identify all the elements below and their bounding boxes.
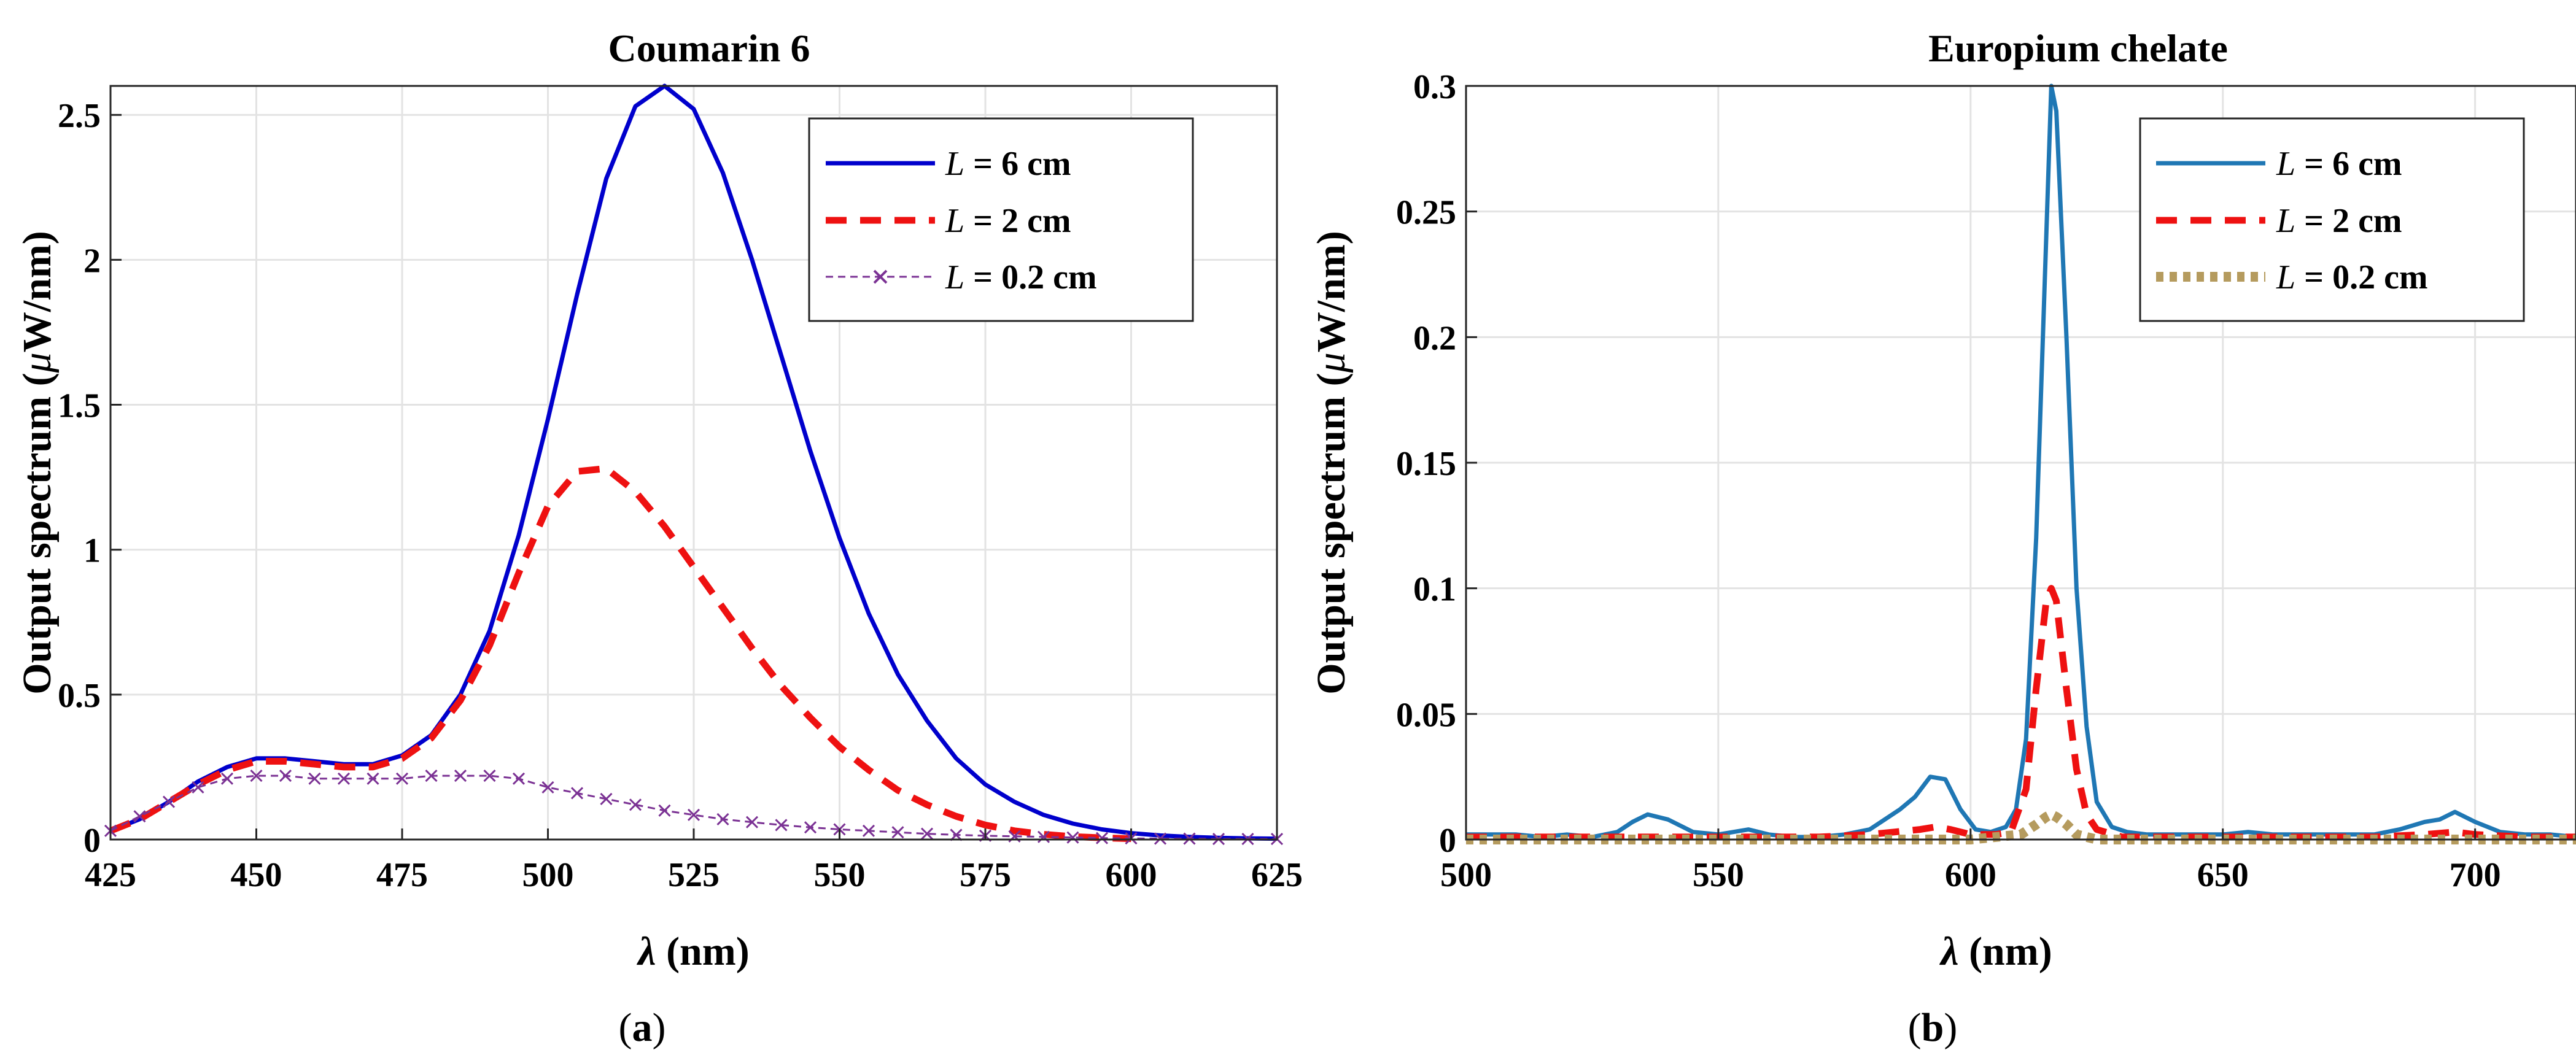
series-marker-x	[1037, 830, 1050, 843]
chart-a-title: Coumarin 6	[608, 26, 810, 70]
chart-a-y-label-mu: μ	[15, 352, 60, 373]
chart-b-y-axis-label: Output spectrum (μW/nm)	[1309, 231, 1354, 694]
y-tick-label: 0.25	[1396, 194, 1456, 232]
series-marker-x	[775, 819, 788, 832]
series-marker-x	[804, 821, 817, 834]
chart-a-legend-label-02cm: L = 0.2 cm	[945, 258, 1097, 296]
chart-b-legend-label-02cm: L = 0.2 cm	[2276, 258, 2428, 296]
x-tick-label: 650	[2197, 856, 2249, 894]
x-tick-label: 500	[1440, 856, 1492, 894]
series-marker-x	[250, 770, 263, 782]
x-tick-label: 700	[2450, 856, 2501, 894]
chart-b-caption: (b)	[1908, 1005, 1958, 1050]
series-marker-x	[687, 808, 700, 821]
series-marker-x	[891, 826, 904, 839]
x-tick-label: 500	[522, 856, 574, 894]
chart-a-x-ticks: 425 450 475 500 525 550 575 600 625	[85, 828, 1303, 894]
series-line-2	[1466, 585, 2576, 841]
chart-b-title: Europium chelate	[1928, 26, 2228, 70]
series-marker-x	[367, 772, 379, 785]
x-tick-label: 475	[376, 856, 428, 894]
y-tick-label: 1.5	[58, 387, 101, 425]
chart-b-x-unit: (nm)	[1959, 929, 2052, 974]
chart-a-series	[104, 83, 1284, 846]
chart-a: Coumarin 6 425 450 475 500 525 550 575 600 625 0…	[15, 26, 1303, 1050]
series-marker-x	[133, 810, 146, 823]
chart-b-legend: L = 6 cm L = 2 cm L = 0.2 cm	[2139, 117, 2525, 322]
series-marker-x	[395, 772, 409, 785]
series-marker-x	[337, 772, 351, 785]
series-marker-x	[512, 772, 526, 785]
chart-a-legend: L = 6 cm L = 2 cm L = 0.2 cm	[808, 117, 1194, 322]
chart-b-legend-label-2cm: L = 2 cm	[2276, 202, 2402, 240]
chart-a-y-label-end: W/nm)	[15, 231, 60, 352]
series-marker-x	[483, 770, 496, 782]
x-tick-label: 525	[668, 856, 720, 894]
y-tick-label: 0	[83, 822, 101, 860]
x-tick-label: 550	[814, 856, 866, 894]
chart-a-legend-marker-02cm	[873, 269, 888, 284]
chart-b-y-label-mu: μ	[1309, 352, 1354, 373]
series-line-2	[109, 465, 1131, 843]
chart-a-legend-label-2cm: L = 2 cm	[945, 202, 1071, 240]
chart-a-y-label-start: Output spectrum (	[15, 373, 60, 694]
chart-b-x-axis-label: λ (nm)	[1939, 929, 2052, 974]
series-marker-x	[541, 781, 554, 794]
y-tick-label: 0.1	[1413, 571, 1456, 609]
series-marker-x	[220, 772, 234, 785]
x-tick-label: 600	[1106, 856, 1157, 894]
series-marker-x	[1066, 831, 1079, 844]
series-marker-x	[192, 781, 204, 794]
series-marker-x	[950, 828, 963, 841]
series-marker-x	[920, 827, 934, 840]
series-marker-x	[862, 824, 875, 837]
y-tick-label: 0.05	[1396, 696, 1456, 734]
x-tick-label: 450	[231, 856, 282, 894]
y-tick-label: 0.5	[58, 677, 101, 715]
series-marker-x	[162, 795, 176, 808]
series-line-1	[1466, 83, 2576, 840]
y-tick-label: 0.3	[1413, 68, 1456, 106]
series-marker-x	[629, 798, 642, 811]
chart-a-x-axis-label: λ (nm)	[636, 929, 749, 974]
x-tick-label: 575	[960, 856, 1011, 894]
y-tick-label: 1	[83, 532, 101, 570]
y-tick-label: 0.2	[1413, 319, 1456, 357]
series-marker-x	[425, 770, 438, 782]
series-line-3	[110, 774, 1277, 840]
chart-a-legend-label-6cm: L = 6 cm	[945, 145, 1071, 183]
x-tick-label: 600	[1945, 856, 1996, 894]
y-tick-label: 0.15	[1396, 445, 1456, 483]
y-tick-label: 2	[83, 242, 101, 280]
chart-b-x-symbol: λ	[1939, 929, 1958, 974]
chart-b-y-label-end: W/nm)	[1309, 231, 1354, 352]
series-marker-x	[570, 787, 584, 800]
chart-a-caption: (a)	[619, 1005, 666, 1050]
series-marker-x	[658, 804, 671, 817]
series-marker-x	[1095, 832, 1109, 844]
chart-a-x-symbol: λ	[636, 929, 656, 974]
chart-a-y-axis-label: Output spectrum (μW/nm)	[15, 231, 60, 694]
x-tick-label: 550	[1693, 856, 1744, 894]
chart-b-y-label-start: Output spectrum (	[1309, 373, 1354, 694]
chart-b-legend-box	[2139, 117, 2525, 322]
x-tick-label: 625	[1251, 856, 1303, 894]
series-marker-x	[745, 816, 759, 828]
chart-b: Europium chelate 500 550 600 650 700 0 0.05 0.…	[1309, 26, 2576, 1050]
series-marker-x	[454, 770, 467, 782]
chart-a-x-unit: (nm)	[656, 929, 750, 974]
series-marker-x	[600, 792, 613, 805]
chart-b-x-ticks: 500 550 600 650 700	[1440, 828, 2501, 894]
x-tick-label: 425	[85, 856, 136, 894]
chart-b-y-ticks: 0 0.05 0.1 0.15 0.2 0.25 0.3	[1396, 68, 1477, 860]
y-tick-label: 2.5	[58, 97, 101, 135]
y-tick-label: 0	[1439, 822, 1456, 860]
series-marker-x	[716, 813, 729, 826]
series-marker-x	[308, 772, 321, 785]
chart-b-legend-label-6cm: L = 6 cm	[2276, 145, 2402, 183]
chart-a-y-ticks: 0 0.5 1 1.5 2 2.5	[58, 97, 122, 860]
series-marker-x	[279, 770, 292, 782]
